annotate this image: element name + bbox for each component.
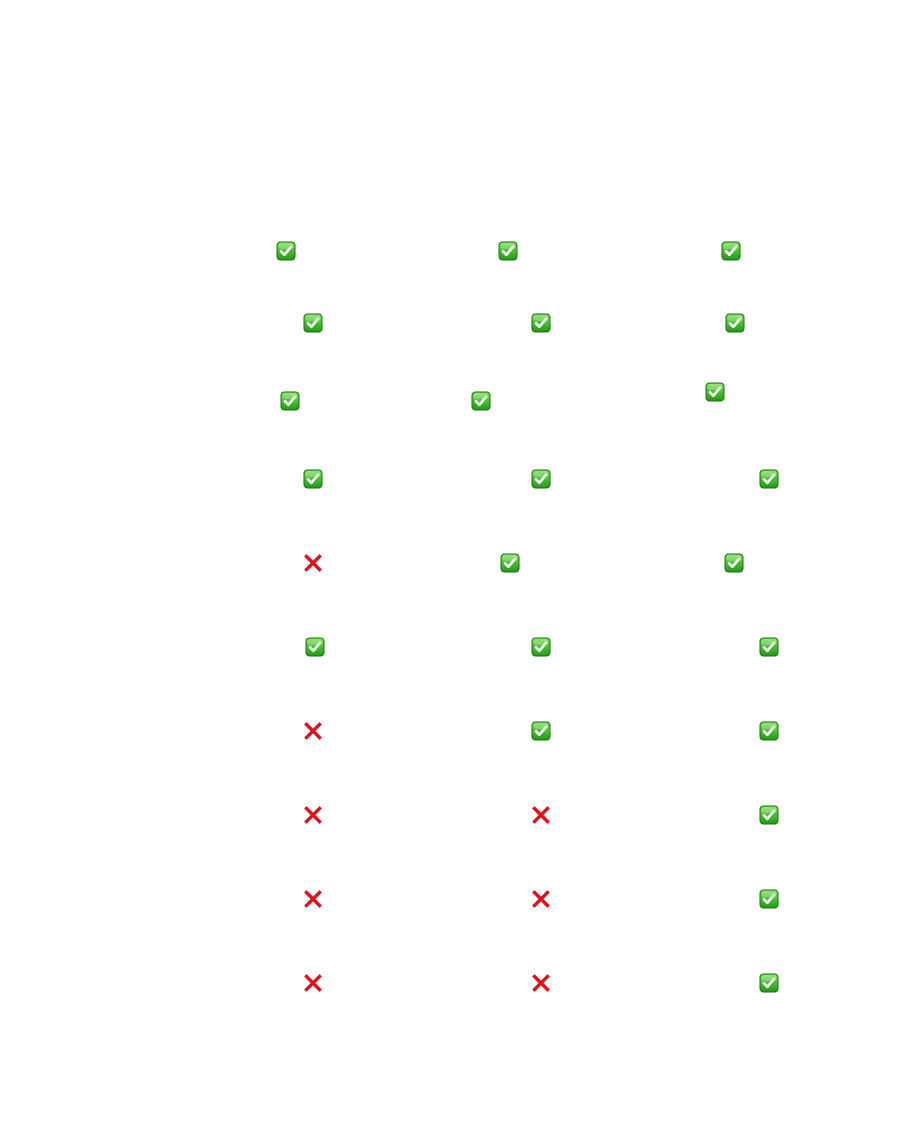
cross-icon (303, 721, 323, 741)
check-icon (531, 637, 551, 657)
check-icon (705, 382, 725, 402)
cross-icon (303, 553, 323, 573)
check-icon (498, 241, 518, 261)
cross-icon (531, 805, 551, 825)
check-icon (305, 637, 325, 657)
check-icon (759, 889, 779, 909)
check-icon (303, 313, 323, 333)
check-icon (280, 391, 300, 411)
check-icon (759, 805, 779, 825)
check-icon (531, 721, 551, 741)
cross-icon (531, 973, 551, 993)
cross-icon (303, 973, 323, 993)
check-icon (276, 241, 296, 261)
check-icon (531, 469, 551, 489)
check-icon (724, 553, 744, 573)
cross-icon (531, 889, 551, 909)
check-icon (303, 469, 323, 489)
check-icon (759, 973, 779, 993)
check-icon (759, 637, 779, 657)
check-icon (759, 721, 779, 741)
check-icon (500, 553, 520, 573)
check-icon (759, 469, 779, 489)
cross-icon (303, 889, 323, 909)
check-icon (721, 241, 741, 261)
cross-icon (303, 805, 323, 825)
check-icon (531, 313, 551, 333)
check-icon (471, 391, 491, 411)
check-icon (725, 313, 745, 333)
